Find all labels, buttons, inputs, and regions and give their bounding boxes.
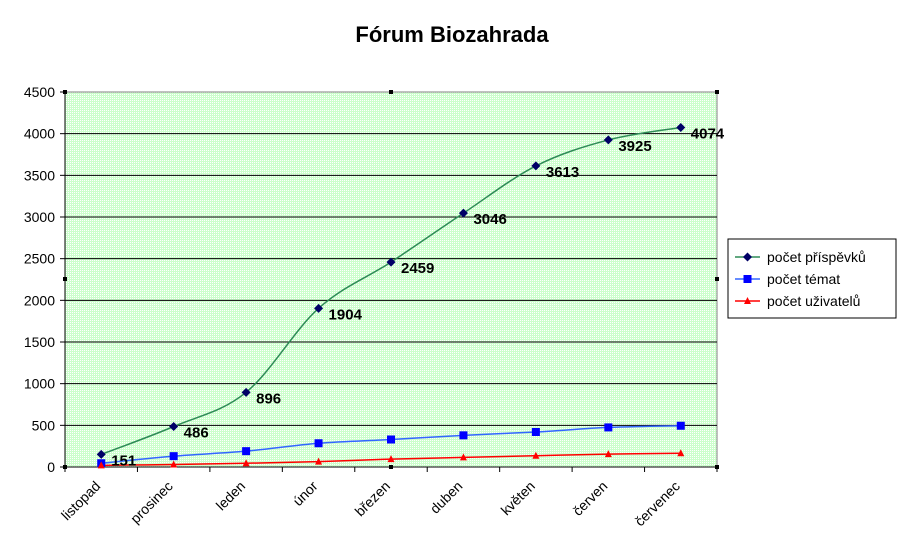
- data-label: 3046: [473, 211, 506, 228]
- data-point: [97, 461, 105, 469]
- x-tick-label: prosinec: [127, 478, 176, 527]
- x-tick-label: leden: [213, 478, 249, 514]
- legend-label: počet témat: [767, 271, 840, 287]
- data-label: 4074: [691, 126, 725, 143]
- y-tick-label: 2500: [24, 251, 55, 267]
- data-point: [603, 135, 613, 145]
- x-tick-label: duben: [427, 478, 466, 517]
- data-point: [604, 423, 613, 432]
- data-labels: 151 486 896 1904 2459 3046 3613 3925 4074: [111, 126, 725, 470]
- plot-area: [64, 91, 718, 468]
- markers: [96, 123, 686, 469]
- data-point: [242, 447, 251, 456]
- data-label: 3613: [546, 164, 579, 181]
- x-tick-label: červenec: [631, 478, 682, 529]
- y-tick-label: 0: [47, 459, 55, 475]
- data-label: 1904: [329, 306, 363, 323]
- data-point: [314, 303, 324, 313]
- chart-selection-handles[interactable]: [63, 90, 719, 469]
- x-tick-label: listopad: [58, 478, 103, 523]
- data-point: [242, 459, 250, 467]
- data-point: [531, 161, 541, 171]
- data-point: [531, 428, 540, 436]
- legend-marker: [743, 252, 752, 262]
- legend-marker: [744, 297, 751, 304]
- data-point: [386, 257, 396, 267]
- data-point: [387, 435, 395, 444]
- y-tick-label: 1000: [24, 376, 55, 392]
- data-point: [241, 387, 251, 397]
- data-point: [315, 457, 323, 465]
- data-point: [169, 452, 178, 461]
- y-tick-label: 4500: [24, 84, 55, 100]
- data-point: [96, 449, 106, 459]
- data-label: 2459: [401, 260, 434, 277]
- data-label: 151: [111, 452, 136, 469]
- legend-marker: [743, 275, 752, 283]
- y-tick-label: 4000: [24, 126, 55, 142]
- data-point: [676, 123, 686, 132]
- x-tick-label: březen: [352, 478, 394, 520]
- data-label: 3925: [618, 138, 651, 155]
- data-point: [459, 453, 467, 461]
- data-point: [676, 421, 685, 430]
- data-label: 896: [256, 390, 281, 407]
- y-tick-label: 1500: [24, 334, 55, 350]
- data-point: [532, 451, 540, 459]
- data-point: [314, 439, 323, 448]
- data-point: [459, 431, 468, 440]
- data-point: [387, 455, 395, 463]
- data-point: [604, 450, 612, 458]
- x-tick-label: únor: [290, 478, 321, 509]
- x-tick-label: květen: [498, 478, 538, 518]
- chart-title: Fórum Biozahrada: [355, 22, 549, 47]
- legend-label: počet uživatelů: [767, 293, 860, 309]
- y-tick-label: 500: [32, 417, 56, 433]
- data-label: 486: [184, 425, 209, 442]
- y-tick-label: 3000: [24, 209, 55, 225]
- y-tick-label: 3500: [24, 167, 55, 183]
- data-point: [170, 460, 178, 468]
- x-tick-label: červen: [569, 478, 610, 519]
- data-point: [169, 422, 179, 431]
- data-point: [458, 208, 468, 218]
- x-axis: listopad prosinec leden únor březen duben květ…: [58, 466, 718, 529]
- y-axis: 0 500 1000 1500 2000 2500 3000 3500 4000 4500: [24, 84, 66, 475]
- legend: počet příspěvků počet témat počet uživatel…: [727, 238, 897, 319]
- legend-label: počet příspěvků: [767, 249, 866, 265]
- data-point: [677, 449, 685, 457]
- y-tick-label: 2000: [24, 292, 55, 308]
